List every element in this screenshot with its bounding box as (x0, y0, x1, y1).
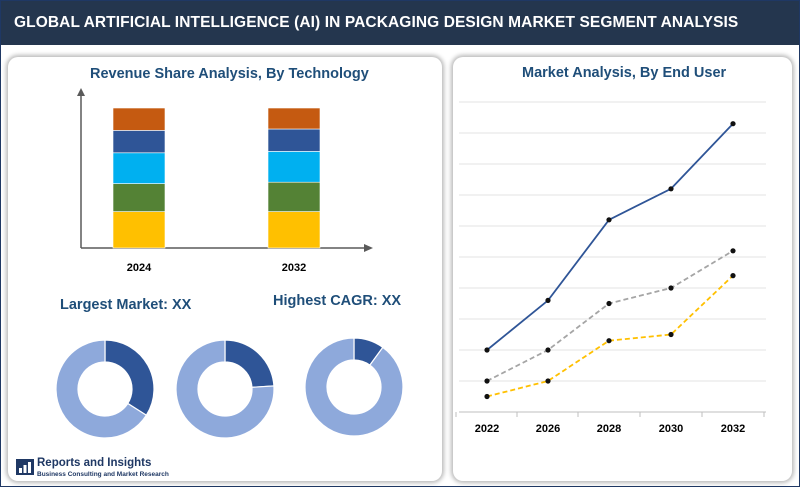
series-line (486, 250, 734, 382)
data-point (730, 248, 736, 254)
data-point (545, 347, 551, 353)
line-x-tick-label: 2030 (659, 423, 683, 435)
data-point (606, 300, 612, 307)
data-point (484, 378, 490, 384)
data-point (606, 217, 612, 223)
data-point (606, 338, 612, 344)
data-point (730, 273, 736, 279)
series-line (486, 123, 734, 351)
line-x-tick-label: 2032 (721, 423, 745, 435)
bar-x-axis-arrow (364, 244, 373, 252)
bar-segment (267, 107, 321, 130)
bar-segment (267, 181, 321, 212)
technology-chart-title: Revenue Share Analysis, By Technology (90, 66, 369, 82)
donut-slice (224, 339, 275, 388)
end-user-chart-title: Market Analysis, By End User (522, 65, 727, 81)
title-banner: GLOBAL ARTIFICIAL INTELLIGENCE (AI) IN P… (1, 1, 799, 45)
donut-slice (175, 339, 275, 439)
stacked-bar-chart: 2024 2032 (77, 88, 373, 274)
bar-category-label: 2024 (127, 262, 152, 274)
data-point (545, 297, 551, 303)
line-chart: 2022 2026 2028 2030 2032 (455, 101, 766, 435)
banner-title: GLOBAL ARTIFICIAL INTELLIGENCE (AI) IN P… (14, 14, 739, 31)
bar-segment (267, 211, 321, 249)
donut-slice (55, 339, 148, 439)
largest-market-label: Largest Market: XX (60, 297, 192, 313)
data-point (545, 378, 551, 384)
series-line (486, 274, 734, 398)
data-point (668, 331, 674, 338)
data-point (730, 121, 736, 127)
data-point (668, 186, 674, 192)
line-x-tick-label: 2026 (536, 423, 560, 435)
bar-category-label: 2032 (282, 262, 306, 274)
donut-charts (55, 337, 404, 439)
logo-name: Reports and Insights (37, 457, 152, 469)
highest-cagr-label: Highest CAGR: XX (273, 293, 402, 309)
bar-y-axis-arrow (77, 88, 85, 96)
donut-slice (304, 337, 404, 437)
line-x-tick-label: 2022 (475, 423, 499, 435)
bar-segment (112, 107, 166, 131)
end-user-panel: Market Analysis, By End User 2022 2026 202… (453, 57, 792, 481)
logo-tagline: Business Consulting and Market Research (37, 471, 169, 478)
line-x-tick-label: 2028 (597, 423, 621, 435)
data-point (484, 347, 490, 353)
data-point (484, 393, 490, 400)
technology-panel: Revenue Share Analysis, By Technology 20… (8, 57, 442, 481)
data-point (668, 285, 674, 291)
reports-and-insights-logo-icon (16, 459, 34, 475)
bar-segment (112, 211, 166, 249)
bar-segment (112, 152, 166, 184)
